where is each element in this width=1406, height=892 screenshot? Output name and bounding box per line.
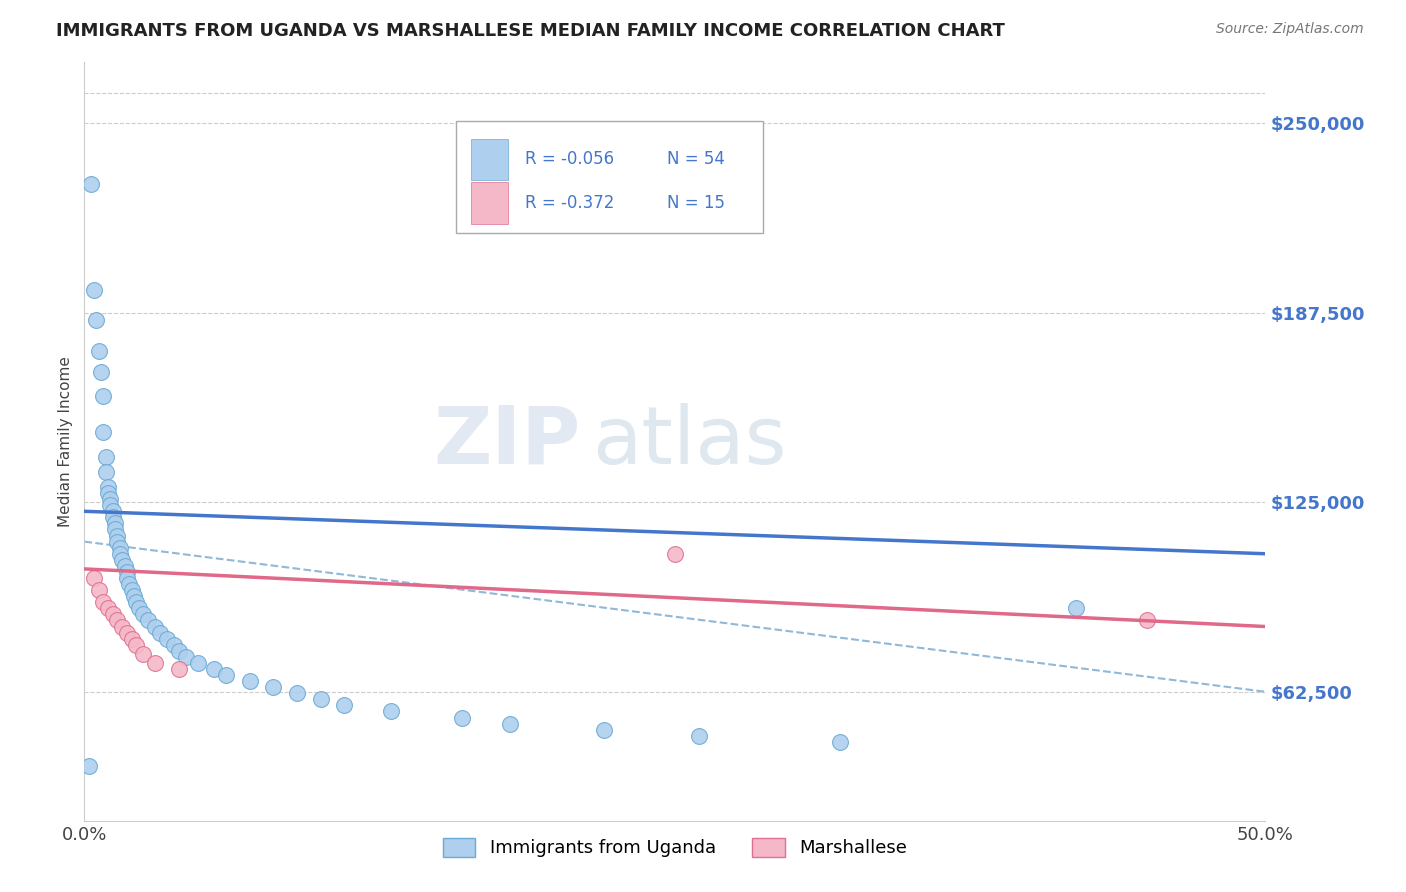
Y-axis label: Median Family Income: Median Family Income <box>58 356 73 527</box>
Point <box>132 647 155 661</box>
Point <box>101 504 124 518</box>
Point <box>115 571 138 585</box>
Point <box>91 595 114 609</box>
Point <box>91 389 114 403</box>
Point <box>167 662 190 676</box>
Point <box>115 625 138 640</box>
Point <box>87 583 110 598</box>
Point <box>143 619 166 633</box>
Text: atlas: atlas <box>592 402 786 481</box>
Point <box>309 692 332 706</box>
Point <box>77 759 100 773</box>
Point <box>115 565 138 579</box>
Point <box>94 465 117 479</box>
Point <box>111 619 134 633</box>
Legend: Immigrants from Uganda, Marshallese: Immigrants from Uganda, Marshallese <box>436 830 914 864</box>
Point <box>380 705 402 719</box>
Point <box>202 662 225 676</box>
Point <box>87 343 110 358</box>
Text: IMMIGRANTS FROM UGANDA VS MARSHALLESE MEDIAN FAMILY INCOME CORRELATION CHART: IMMIGRANTS FROM UGANDA VS MARSHALLESE ME… <box>56 22 1005 40</box>
Text: ZIP: ZIP <box>433 402 581 481</box>
Point <box>101 510 124 524</box>
Point <box>285 686 308 700</box>
Point <box>149 625 172 640</box>
Point <box>498 716 520 731</box>
Point <box>84 313 107 327</box>
Point <box>187 656 209 670</box>
Point <box>91 425 114 440</box>
Point <box>101 607 124 622</box>
Point <box>1066 601 1088 615</box>
Point <box>98 498 121 512</box>
Point <box>128 601 150 615</box>
Point <box>1136 614 1159 628</box>
Point <box>136 614 159 628</box>
Text: N = 54: N = 54 <box>666 151 724 169</box>
Bar <box>471 182 509 224</box>
Point <box>80 177 103 191</box>
Point <box>104 516 127 531</box>
Point <box>98 492 121 507</box>
Point <box>593 723 616 737</box>
Text: N = 15: N = 15 <box>666 194 724 211</box>
Point <box>97 486 120 500</box>
Point <box>94 450 117 464</box>
Point <box>107 614 129 628</box>
Point <box>107 534 129 549</box>
Point <box>118 577 141 591</box>
Text: R = -0.372: R = -0.372 <box>524 194 614 211</box>
Bar <box>471 138 509 180</box>
Point <box>121 583 143 598</box>
Text: R = -0.056: R = -0.056 <box>524 151 614 169</box>
Point <box>830 735 852 749</box>
Point <box>125 595 148 609</box>
Point <box>97 480 120 494</box>
Point <box>143 656 166 670</box>
Point <box>156 632 179 646</box>
Point <box>104 523 127 537</box>
Point <box>90 365 112 379</box>
Point <box>215 668 238 682</box>
Point <box>664 547 686 561</box>
Point <box>333 698 356 713</box>
Point <box>97 601 120 615</box>
Point <box>262 680 284 694</box>
Point <box>83 571 105 585</box>
Point <box>122 589 145 603</box>
Point <box>125 638 148 652</box>
Point <box>107 528 129 542</box>
Text: Source: ZipAtlas.com: Source: ZipAtlas.com <box>1216 22 1364 37</box>
Point <box>114 558 136 573</box>
Point <box>111 553 134 567</box>
Point <box>174 649 197 664</box>
Point <box>108 541 131 555</box>
Point <box>163 638 186 652</box>
FancyBboxPatch shape <box>457 120 763 233</box>
Point <box>121 632 143 646</box>
Point <box>451 710 474 724</box>
Point <box>108 547 131 561</box>
Point <box>167 644 190 658</box>
Point <box>132 607 155 622</box>
Point <box>688 729 710 743</box>
Point <box>239 674 262 689</box>
Point <box>83 283 105 297</box>
